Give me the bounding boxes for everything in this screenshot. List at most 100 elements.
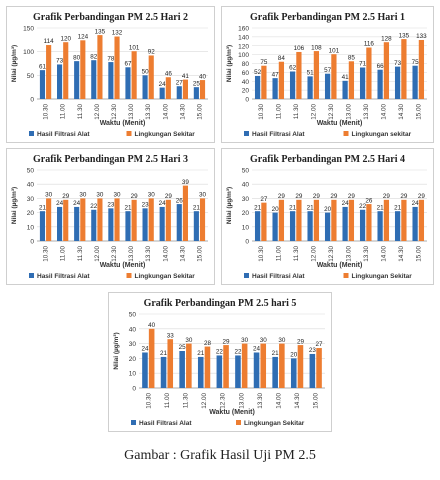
data-label: 135 [95, 28, 106, 35]
data-label: 24 [159, 200, 167, 207]
data-label: 29 [223, 338, 231, 345]
y-tick-label: 120 [238, 43, 249, 50]
x-tick-label: 10.30 [43, 104, 50, 120]
data-label: 30 [199, 192, 207, 199]
data-label: 29 [418, 193, 426, 200]
y-axis-label: Nilai (µg/m³) [11, 187, 18, 224]
bar-lingkungan-sekitar [261, 202, 267, 241]
bar-lingkungan-sekitar [63, 42, 69, 99]
data-label: 27 [316, 341, 324, 348]
legend-swatch-hasil-filtrasi-alat [29, 131, 34, 136]
data-label: 24 [412, 200, 420, 207]
x-tick-label: 13.30 [145, 104, 152, 120]
data-label: 114 [44, 38, 55, 45]
x-tick-label: 14.30 [179, 104, 186, 120]
bar-hasil-filtrasi-alat [57, 64, 63, 99]
x-tick-label: 12.30 [111, 104, 118, 120]
data-label: 82 [90, 53, 98, 60]
y-tick-label: 50 [27, 168, 35, 175]
y-tick-label: 0 [30, 97, 34, 104]
x-tick-label: 11.00 [275, 246, 282, 262]
data-label: 23 [142, 202, 150, 209]
x-tick-label: 12.30 [328, 246, 335, 262]
bar-hasil-filtrasi-alat [272, 356, 278, 388]
bar-hasil-filtrasi-alat [108, 208, 114, 241]
data-label: 50 [142, 69, 150, 76]
y-tick-label: 40 [129, 326, 137, 333]
chart-title: Grafik Perbandingan PM 2.5 Hari 2 [33, 12, 188, 23]
data-label: 92 [148, 49, 156, 56]
data-label: 20 [324, 206, 332, 213]
bar-lingkungan-sekitar [383, 199, 390, 241]
data-label: 21 [307, 204, 315, 211]
y-tick-label: 50 [129, 312, 137, 319]
data-label: 75 [260, 59, 268, 66]
data-label: 29 [383, 193, 391, 200]
x-tick-label: 14.00 [162, 104, 169, 120]
data-label: 30 [278, 337, 286, 344]
bar-hasil-filtrasi-alat [176, 204, 182, 241]
x-tick-label: 11.30 [77, 246, 84, 262]
data-label: 29 [297, 338, 305, 345]
x-tick-label: 15.00 [196, 104, 203, 120]
legend-label: Lingkungan Sekitar [135, 131, 196, 138]
data-label: 120 [60, 35, 71, 42]
y-tick-label: 0 [132, 386, 136, 393]
data-label: 135 [399, 32, 410, 39]
data-label: 29 [400, 193, 408, 200]
bar-hasil-filtrasi-alat [324, 73, 331, 99]
legend-label: Hasil Filtrasi Alat [37, 273, 90, 280]
bar-hasil-filtrasi-alat [125, 67, 131, 99]
legend-label: Lingkungan Sekitar [244, 420, 305, 427]
bar-lingkungan-sekitar [97, 198, 103, 241]
y-tick-label: 0 [245, 239, 249, 246]
x-tick-label: 10.30 [258, 104, 265, 120]
bar-lingkungan-sekitar [165, 199, 171, 241]
data-label: 21 [39, 204, 47, 211]
bar-lingkungan-sekitar [383, 42, 390, 99]
data-label: 22 [216, 349, 224, 356]
data-label: 26 [365, 197, 373, 204]
x-tick-label: 13.30 [363, 104, 370, 120]
bar-hasil-filtrasi-alat [272, 212, 278, 241]
bar-hasil-filtrasi-alat [290, 358, 297, 388]
data-label: 73 [394, 60, 402, 67]
bar-lingkungan-sekitar [296, 51, 302, 99]
legend-swatch-lingkungan-sekitar [126, 273, 132, 278]
y-tick-label: 160 [238, 26, 249, 33]
data-label: 29 [330, 193, 338, 200]
bar-hasil-filtrasi-alat [359, 209, 366, 241]
chart-title: Grafik Perbandingan PM 2.5 Hari 4 [250, 154, 405, 165]
bar-lingkungan-sekitar [80, 40, 86, 99]
y-tick-label: 0 [30, 239, 34, 246]
data-label: 30 [185, 337, 193, 344]
bar-lingkungan-sekitar [46, 198, 52, 241]
x-tick-label: 10.30 [145, 393, 152, 409]
legend-label: Lingkungan Sekitar [352, 273, 413, 280]
x-axis-label: Waktu (Menit) [209, 409, 255, 416]
bar-hasil-filtrasi-alat [342, 206, 348, 241]
data-label: 29 [278, 193, 286, 200]
bar-hasil-filtrasi-alat [160, 356, 167, 388]
data-label: 40 [199, 73, 207, 80]
bar-hasil-filtrasi-alat [108, 62, 114, 99]
bar-hasil-filtrasi-alat [309, 353, 316, 388]
data-label: 29 [165, 193, 173, 200]
bar-hasil-filtrasi-alat [394, 211, 401, 241]
x-tick-label: 15.00 [196, 246, 203, 262]
x-tick-label: 15.00 [415, 246, 422, 262]
bar-lingkungan-sekitar [279, 343, 285, 388]
bar-lingkungan-sekitar [296, 199, 302, 241]
y-tick-label: 30 [242, 196, 250, 203]
bar-hasil-filtrasi-alat [193, 211, 199, 241]
legend-swatch-hasil-filtrasi-alat [131, 420, 136, 425]
x-axis-label: Waktu (Menit) [100, 262, 146, 269]
chart-panel-hari-5: Grafik Perbandingan PM 2.5 hari 5 0 10 20 30… [108, 292, 332, 432]
data-label: 30 [114, 192, 122, 199]
chart-svg: Grafik Perbandingan PM 2.5 hari 5 0 10 20 30… [113, 298, 325, 427]
data-label: 40 [148, 322, 156, 329]
x-tick-label: 14.00 [162, 246, 169, 262]
x-tick-label: 11.30 [77, 104, 84, 120]
data-label: 33 [167, 332, 175, 339]
data-label: 22 [234, 349, 242, 356]
